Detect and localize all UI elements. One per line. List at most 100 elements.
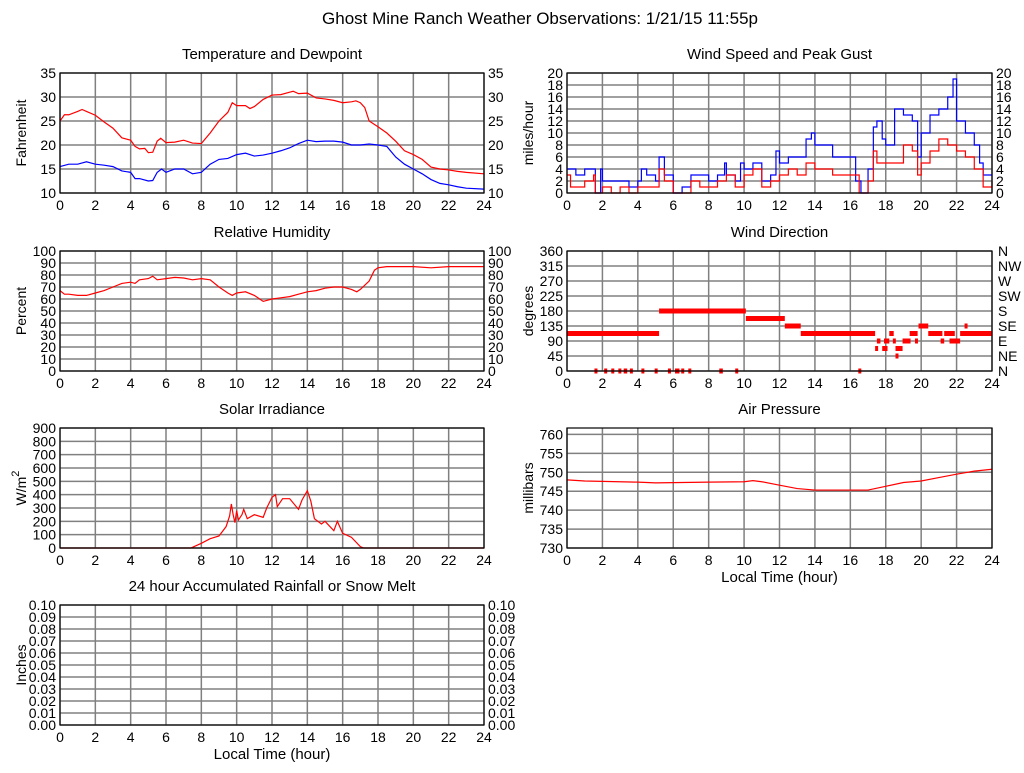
x-tick-label: 2 [91, 552, 99, 568]
y-tick-label: 10 [40, 351, 56, 367]
x-tick-label: 14 [807, 197, 823, 213]
y-tick-label: 760 [540, 426, 564, 442]
wind-direction-mark [883, 338, 890, 344]
y-tick-label-right: 60 [488, 291, 504, 307]
x-tick-label: 16 [335, 197, 351, 213]
x-tick-label: 8 [197, 375, 205, 391]
x-tick-label: 16 [843, 197, 859, 213]
y-tick-label: 0.06 [29, 645, 56, 661]
y-tick-label: 735 [540, 521, 564, 537]
y-tick-label-right: 10 [996, 125, 1012, 141]
y-axis-label: Fahrenheit [13, 99, 29, 166]
x-tick-label: 0 [563, 197, 571, 213]
y-tick-label-right: 30 [488, 327, 504, 343]
x-tick-label: 20 [406, 729, 422, 745]
compass-label: N [998, 243, 1008, 259]
x-tick-label: 22 [441, 375, 457, 391]
y-tick-label: 740 [540, 502, 564, 518]
y-tick-label: 800 [33, 433, 57, 449]
chart-title: Air Pressure [738, 401, 821, 418]
wind-direction-mark [960, 331, 992, 336]
x-tick-label: 2 [91, 729, 99, 745]
y-tick-label: 18 [547, 77, 563, 93]
x-tick-label: 18 [370, 197, 386, 213]
y-axis-label: millibars [520, 462, 536, 513]
y-tick-label: 0.00 [29, 717, 56, 733]
x-tick-label: 24 [984, 197, 1000, 213]
x-tick-label: 0 [563, 552, 571, 568]
series-line-relative-humidity [59, 266, 484, 303]
y-tick-label: 25 [40, 113, 56, 129]
x-tick-label: 2 [599, 197, 607, 213]
x-tick-label: 14 [300, 729, 316, 745]
wind-direction-mark [659, 308, 746, 314]
y-axis-label: W/m2 [10, 471, 29, 506]
y-tick-label-right: 0.05 [488, 657, 515, 673]
y-tick-label: 0.08 [29, 621, 56, 637]
x-axis-label: Local Time (hour) [214, 746, 331, 763]
x-tick-label: 8 [197, 197, 205, 213]
x-tick-label: 8 [705, 375, 713, 391]
y-tick-label: 755 [540, 445, 564, 461]
y-tick-label-right: 0.08 [488, 621, 515, 637]
y-tick-label: 0.09 [29, 609, 56, 625]
x-tick-label: 6 [162, 375, 170, 391]
y-tick-label: 70 [40, 279, 56, 295]
compass-label: S [998, 303, 1007, 319]
wind-direction-mark [944, 331, 955, 336]
x-tick-label: 8 [705, 197, 713, 213]
y-tick-label: 0.04 [29, 669, 56, 685]
y-tick-label-right: 50 [488, 303, 504, 319]
y-tick-label: 60 [40, 291, 56, 307]
y-tick-label-right: 18 [996, 77, 1012, 93]
plot-frame [59, 604, 485, 726]
page-title: Ghost Mine Ranch Weather Observations: 1… [322, 9, 758, 28]
wind-direction-mark [909, 331, 918, 336]
y-tick-label-right: 0 [996, 185, 1004, 201]
wind-direction-mark [918, 323, 929, 329]
x-tick-label: 14 [807, 552, 823, 568]
y-tick-label-right: 80 [488, 267, 504, 283]
y-tick-label: 6 [555, 149, 563, 165]
y-tick-label: 0 [555, 363, 563, 379]
x-axis-label: Local Time (hour) [721, 569, 838, 586]
x-tick-label: 2 [91, 375, 99, 391]
y-tick-label: 0.02 [29, 693, 56, 709]
wind-direction-mark [875, 346, 879, 351]
x-tick-label: 18 [370, 552, 386, 568]
y-tick-label: 14 [547, 101, 563, 117]
y-tick-label: 35 [40, 65, 56, 81]
y-tick-label: 20 [40, 339, 56, 355]
y-tick-label: 8 [555, 137, 563, 153]
x-tick-label: 24 [476, 375, 492, 391]
y-tick-label-right: 40 [488, 315, 504, 331]
y-tick-label: 730 [540, 540, 564, 556]
compass-label: NW [998, 258, 1022, 274]
y-tick-label: 10 [547, 125, 563, 141]
plot-frame [566, 72, 993, 194]
y-tick-label-right: 12 [996, 113, 1012, 129]
x-tick-label: 18 [370, 375, 386, 391]
plot-frame [59, 72, 485, 194]
y-tick-label: 300 [33, 500, 57, 516]
x-tick-label: 12 [264, 729, 280, 745]
x-tick-label: 20 [406, 552, 422, 568]
plot-frame [59, 427, 485, 549]
y-tick-label-right: 15 [488, 161, 504, 177]
wind-direction-mark [928, 331, 943, 336]
x-tick-label: 24 [476, 729, 492, 745]
x-tick-label: 10 [229, 552, 245, 568]
x-tick-label: 6 [669, 197, 677, 213]
y-tick-label-right: 0.01 [488, 705, 515, 721]
x-tick-label: 24 [476, 552, 492, 568]
chart-title: Relative Humidity [214, 224, 331, 241]
x-tick-label: 4 [127, 197, 135, 213]
x-tick-label: 16 [335, 729, 351, 745]
x-tick-label: 6 [669, 375, 677, 391]
wind-direction-mark [940, 338, 945, 344]
rain-chart: 24 hour Accumulated Rainfall or Snow Mel… [13, 578, 515, 763]
x-tick-label: 8 [197, 552, 205, 568]
series-line-solar-irradiance [60, 489, 484, 549]
